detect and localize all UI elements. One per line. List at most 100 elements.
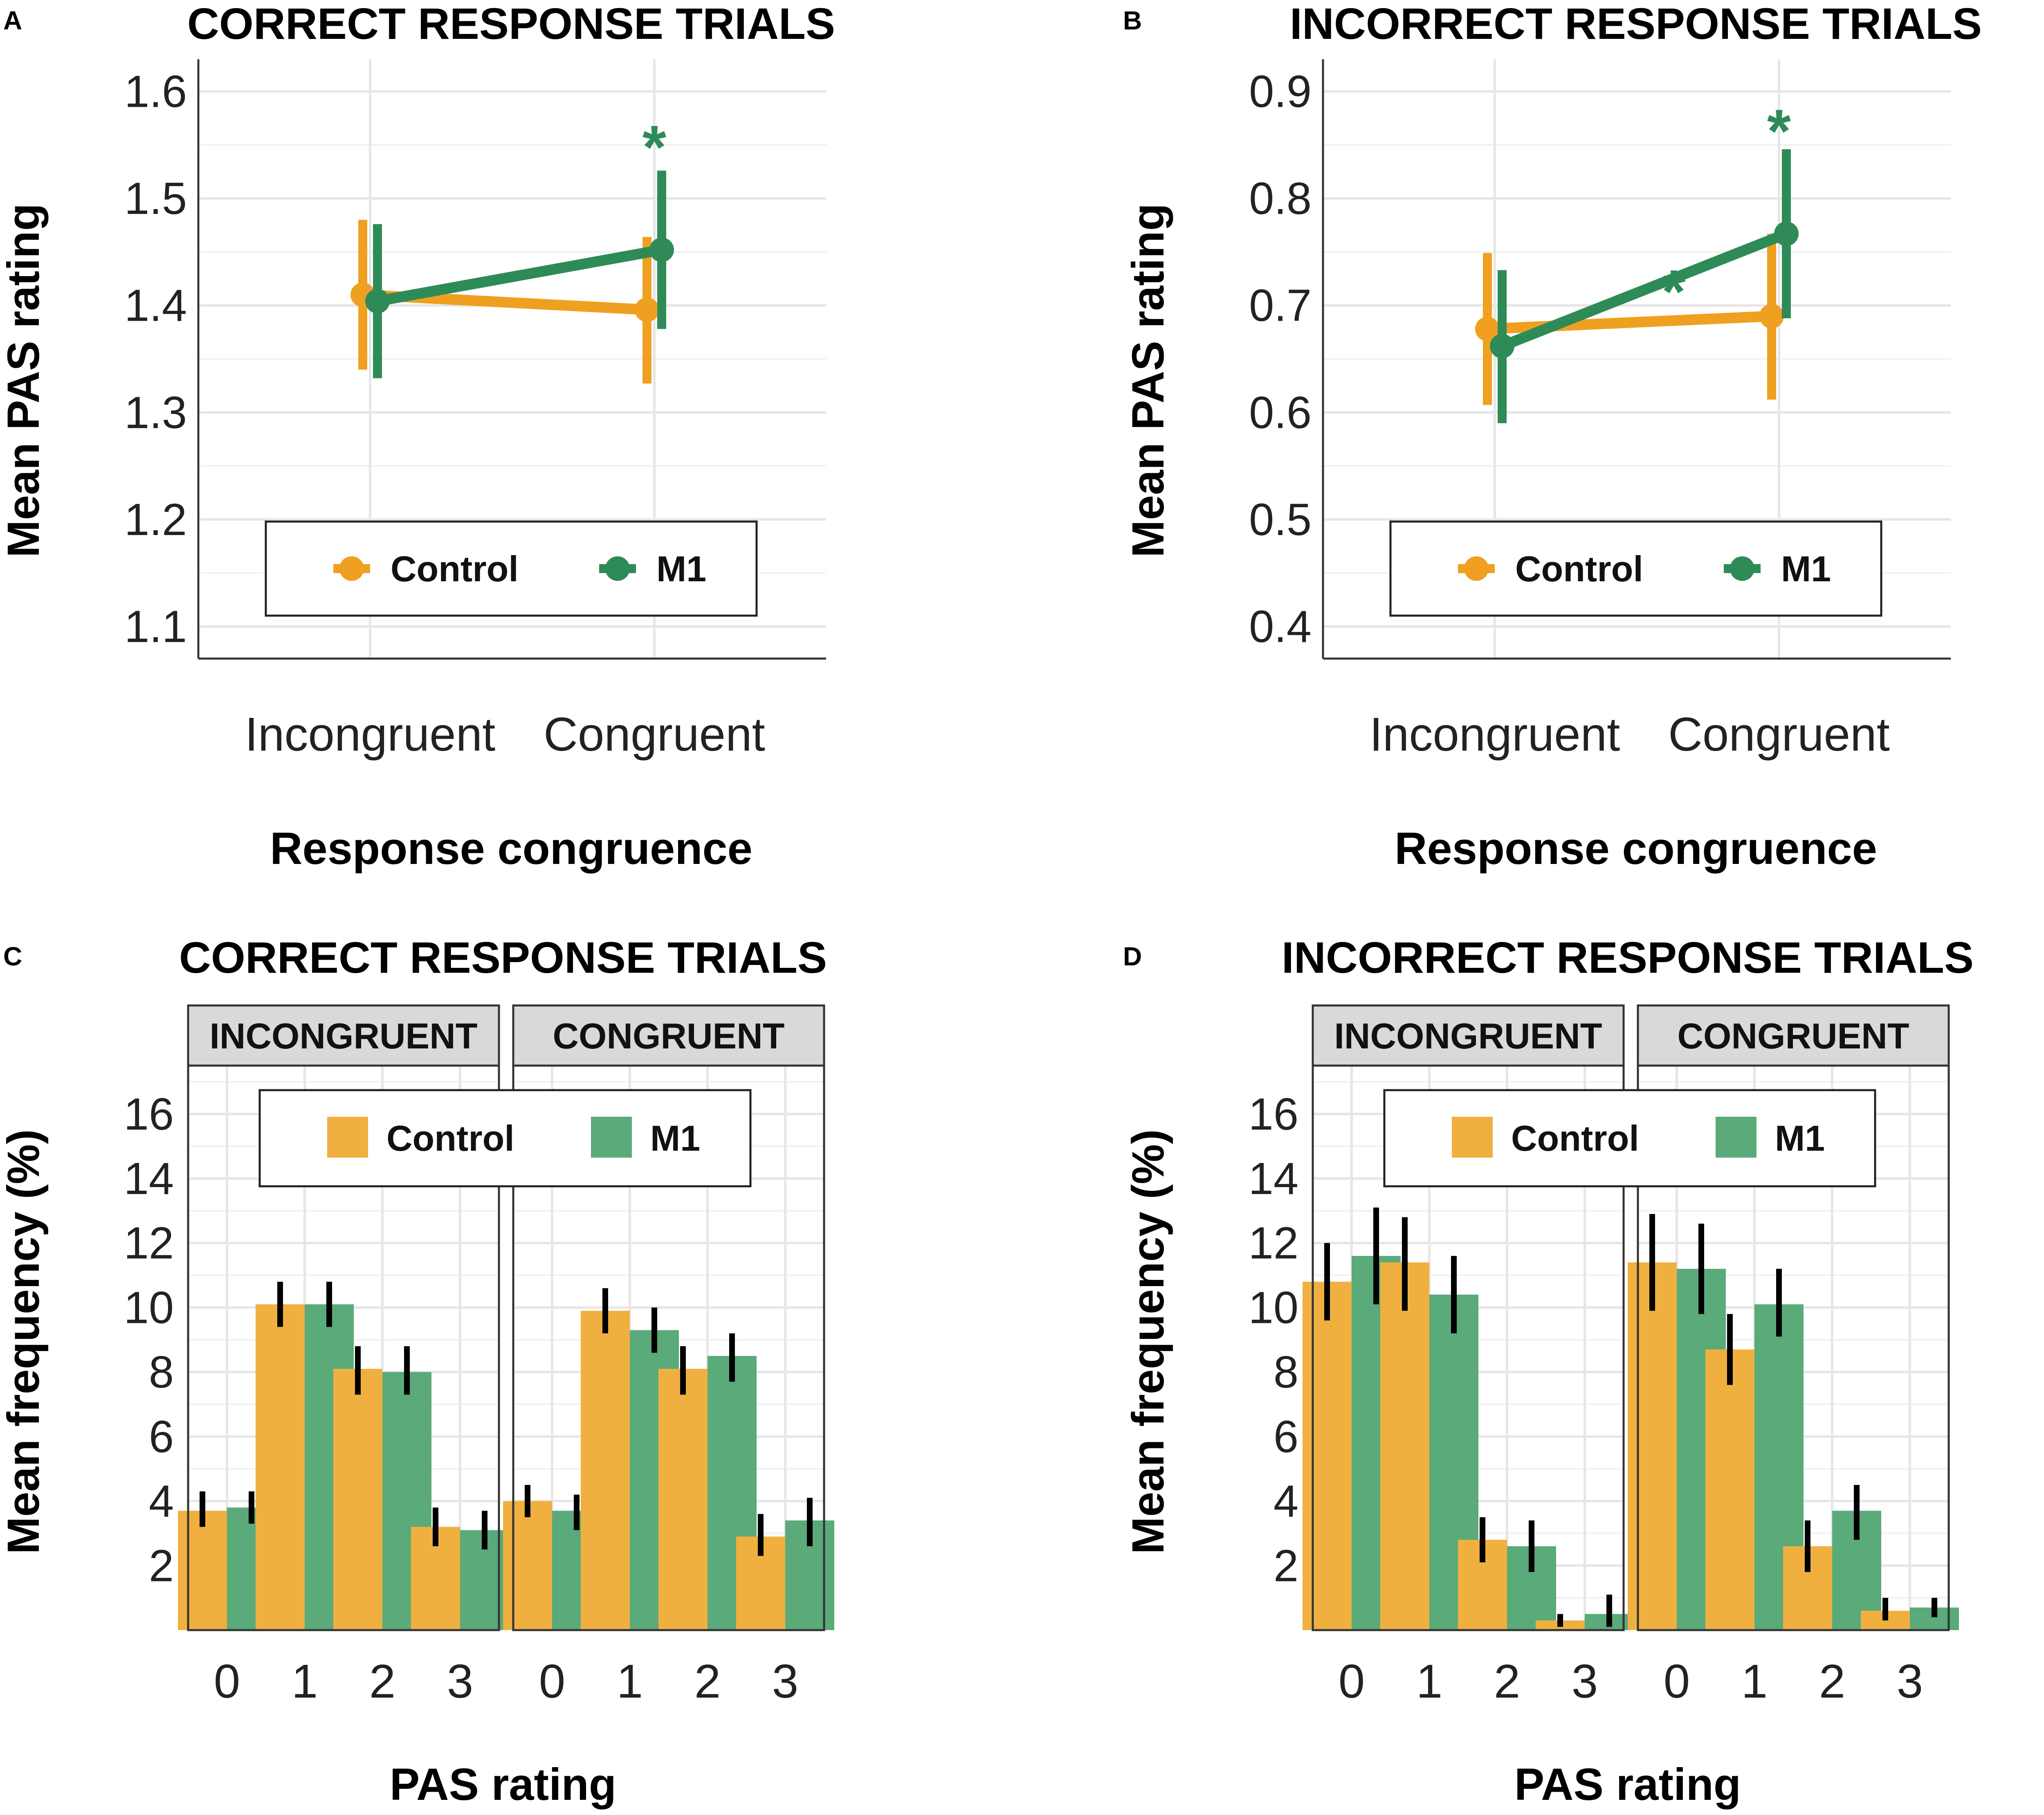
panel-d: D INCORRECT RESPONSE TRIALS Mean frequen… [1123,933,1974,1810]
facet-border [1637,1064,1950,1631]
panel-c-title: CORRECT RESPONSE TRIALS [179,933,827,982]
panel-b-title: INCORRECT RESPONSE TRIALS [1290,0,1982,48]
y-tick-label: 4 [149,1476,174,1527]
y-tick-label: 0.8 [1249,173,1312,224]
y-tick-label: 1.2 [124,495,187,545]
y-tick-label: 0.4 [1249,602,1312,652]
x-tick-label: 3 [447,1655,474,1708]
panel-d-x-axis-label: PAS rating [1514,1759,1741,1810]
facet-border [512,1064,825,1631]
facet-strip [1637,1004,1950,1067]
facet-strip-label: CONGRUENT [1677,1016,1909,1056]
y-tick-label: 6 [149,1412,174,1462]
legend-label-control: Control [1511,1118,1639,1158]
y-tick-label: 12 [124,1218,174,1268]
y-tick-label: 10 [1249,1282,1298,1333]
legend-label-m1: M1 [1781,549,1831,589]
legend-swatch-m1 [1716,1117,1756,1158]
bar-control [503,1501,552,1630]
facet-strip [1312,1004,1625,1067]
x-tick-label: 2 [369,1655,396,1708]
y-tick-label: 10 [124,1282,174,1333]
x-tick-label: 3 [772,1655,799,1708]
x-tick-label: Congruent [1668,708,1890,761]
legend: Control M1 [265,520,758,617]
facet-strip [187,1004,500,1067]
x-tick-label: 1 [292,1655,318,1708]
panel-b: B INCORRECT RESPONSE TRIALS Mean PAS rat… [1123,0,1982,874]
series-line-control [1482,310,1777,335]
x-tick-label: 0 [1664,1655,1690,1708]
y-tick-label: 8 [149,1347,174,1397]
x-tick-label: 1 [617,1655,643,1708]
x-tick-label: 0 [1339,1655,1365,1708]
x-tick-label: Congruent [544,708,765,761]
facet-strip-label: INCONGRUENT [209,1016,477,1056]
y-tick-label: 14 [124,1154,174,1204]
data-point-m1 [1774,221,1799,246]
series-line-m1 [372,244,667,307]
bar-control [1705,1349,1754,1630]
y-tick-label: 8 [1274,1347,1298,1397]
y-tick-label: 1.1 [124,602,187,652]
significance-star: * [1662,257,1686,326]
panel-d-letter: D [1123,942,1142,971]
legend-swatch-control [327,1117,368,1158]
bar-control [658,1369,708,1630]
panel-d-y-axis-label: Mean frequency (%) [1123,1129,1173,1554]
y-tick-label: 1.3 [124,387,187,438]
panel-b-x-axis-label: Response congruence [1395,823,1877,874]
y-tick-label: 0.7 [1249,281,1312,331]
x-tick-label: 3 [1572,1655,1598,1708]
x-tick-label: Incongruent [1370,708,1620,761]
y-tick-label: 2 [149,1541,174,1591]
panel-b-letter: B [1123,6,1142,35]
panel-a-letter: A [3,6,22,35]
significance-star: * [642,112,667,181]
legend-label-control: Control [1515,549,1643,589]
legend-label-control: Control [391,549,519,589]
x-tick-label: 0 [539,1655,566,1708]
data-point-m1 [649,237,674,262]
y-tick-label: 12 [1249,1218,1298,1268]
facet-congruent: CONGRUENT 0 1 2 3 [1628,1004,1959,1708]
legend-marker-m1 [605,556,630,581]
y-tick-label: 0.5 [1249,495,1312,545]
panel-a-x-axis-label: Response congruence [270,823,752,874]
y-tick-label: 4 [1274,1476,1298,1527]
data-point-control [1759,304,1784,328]
facet-border [187,1064,500,1631]
bar-control [581,1311,630,1630]
panel-a: A CORRECT RESPONSE TRIALS Mean PAS ratin… [0,0,835,874]
y-tick-label: 1.4 [124,281,187,331]
y-tick-label: 2 [1274,1541,1298,1591]
y-tick-label: 0.6 [1249,387,1312,438]
x-tick-label: 2 [694,1655,721,1708]
x-tick-label: 3 [1897,1655,1923,1708]
facet-incongruent: INCONGRUENT 0 1 2 3 [1303,1004,1634,1708]
legend-label-control: Control [386,1118,514,1158]
x-tick-label: 2 [1819,1655,1846,1708]
data-point-m1 [1490,334,1514,359]
x-tick-label: Incongruent [245,708,496,761]
legend: Control M1 [1383,1089,1876,1188]
series-line-m1 [1497,228,1792,352]
y-tick-label: 1.6 [124,66,187,117]
panel-a-y-axis-label: Mean PAS rating [0,203,49,558]
y-tick-label: 0.9 [1249,66,1312,117]
panel-a-plot: 1.1 1.2 1.3 1.4 1.5 1.6 Incongruent Congruent * C… [124,59,826,761]
legend-box [1389,520,1882,617]
panel-b-y-axis-label: Mean PAS rating [1123,203,1173,558]
bar-control [1380,1262,1429,1630]
legend-marker-control [339,556,364,581]
legend-swatch-control [1452,1117,1493,1158]
y-tick-label: 14 [1249,1154,1298,1204]
y-tick-label: 16 [124,1089,174,1139]
bar-control [1303,1282,1352,1630]
x-tick-label: 0 [214,1655,240,1708]
facet-strip-label: INCONGRUENT [1334,1016,1602,1056]
panel-b-plot: 0.4 0.5 0.6 0.7 0.8 0.9 Incongruent Congruent * *… [1249,59,1951,761]
legend-swatch-m1 [591,1117,632,1158]
